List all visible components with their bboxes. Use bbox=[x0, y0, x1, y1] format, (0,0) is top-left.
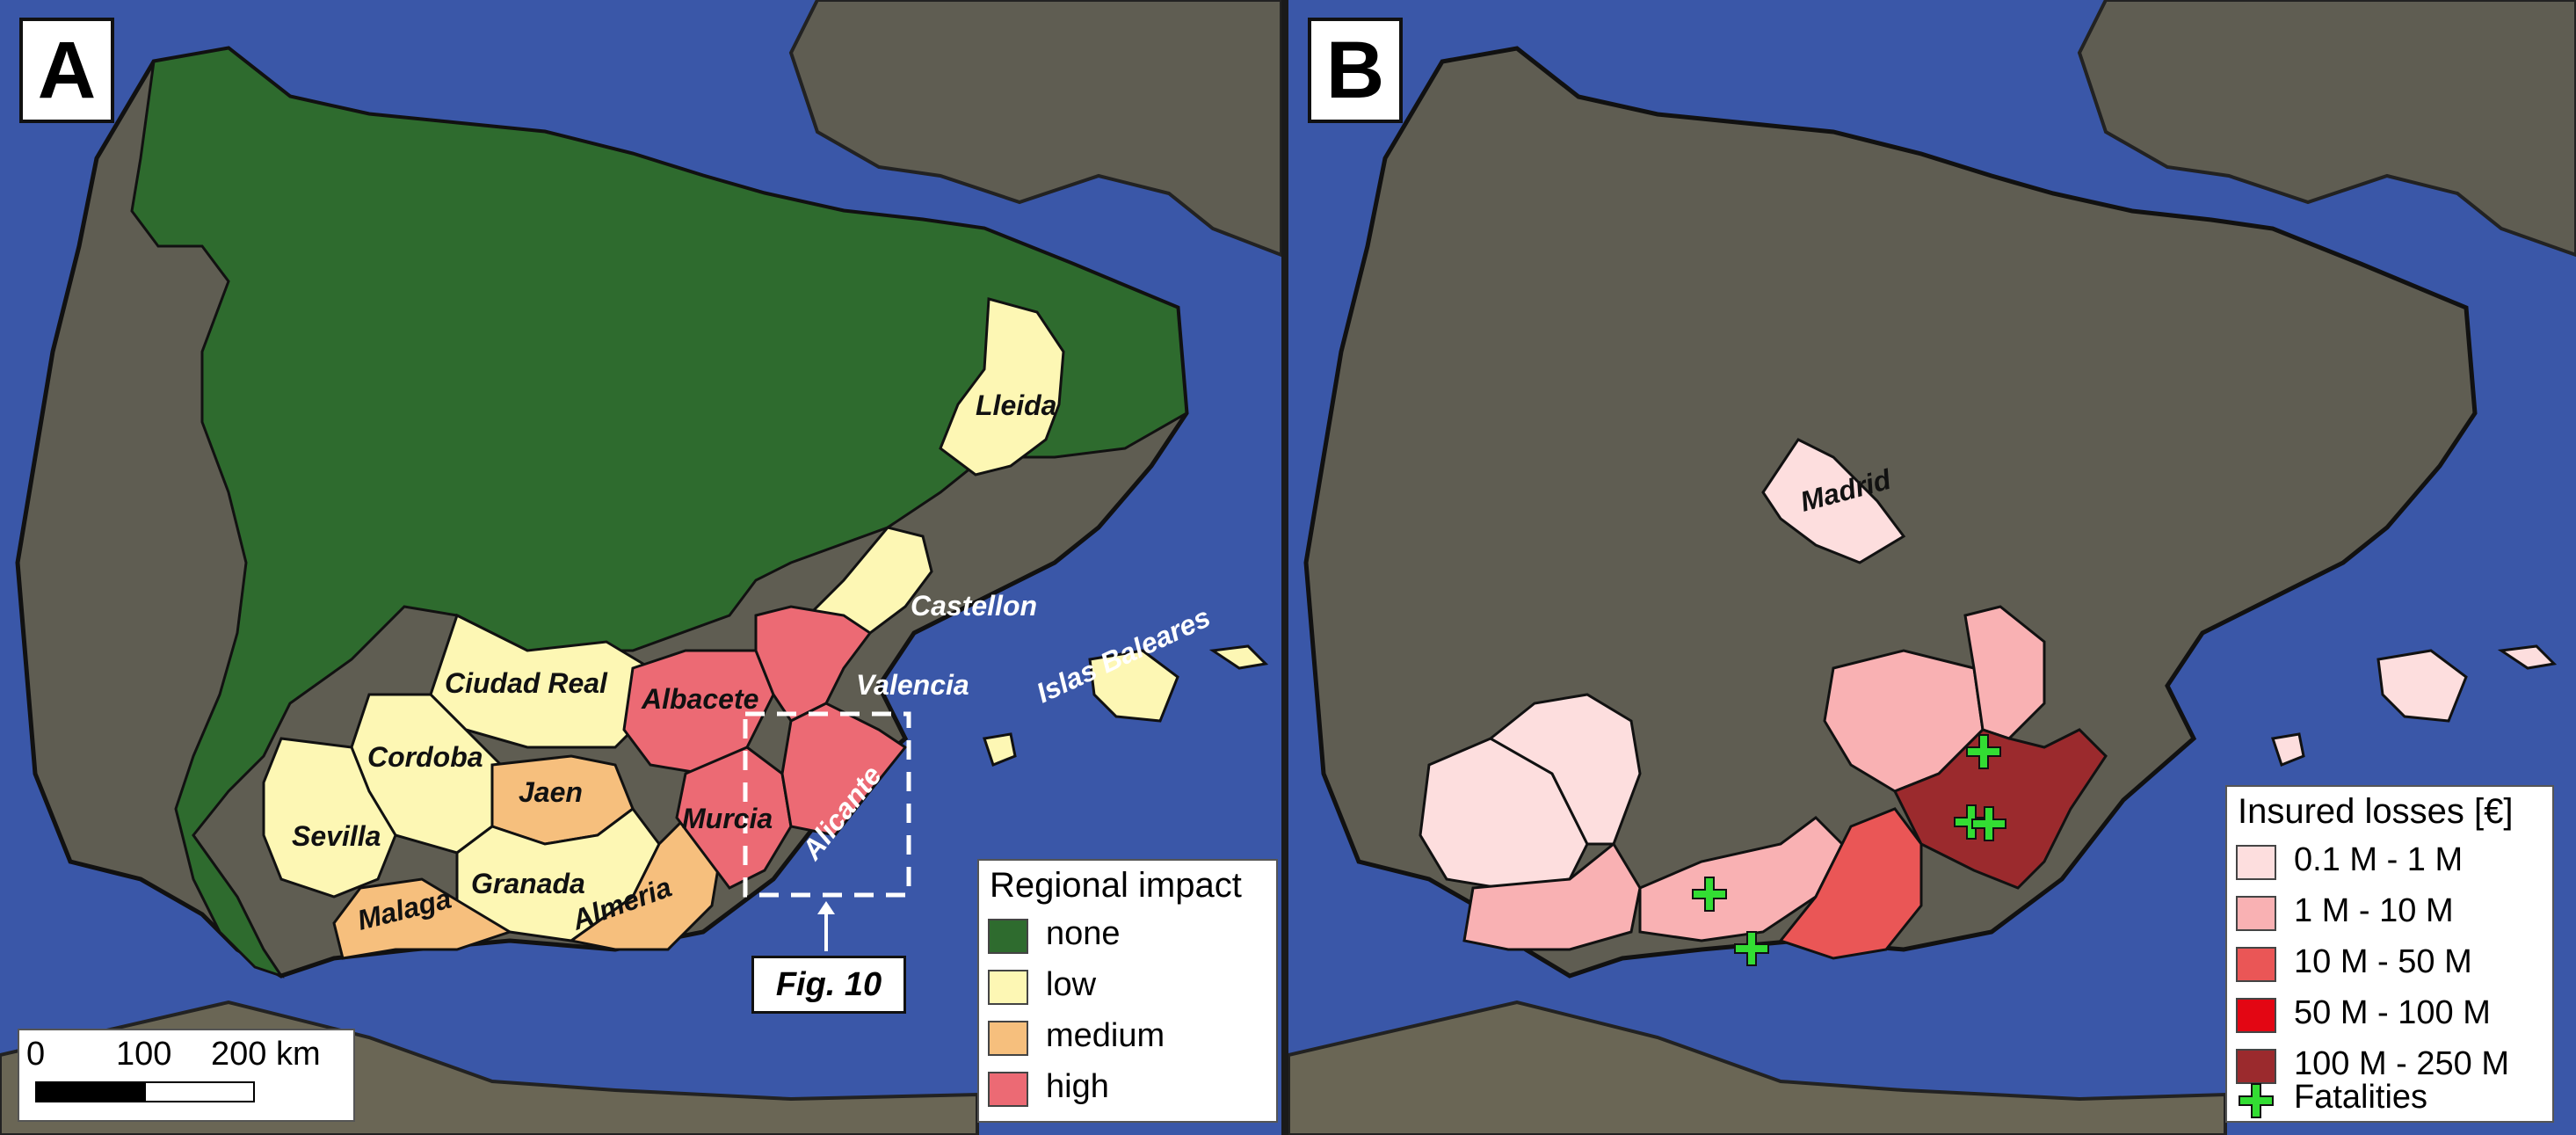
legend-b-swatch-3 bbox=[2236, 998, 2276, 1033]
legend-b-label-3: 50 M - 100 M bbox=[2294, 994, 2491, 1031]
france-land-b bbox=[2077, 0, 2576, 258]
legend-b-label-0: 0.1 M - 1 M bbox=[2294, 841, 2464, 878]
label-jaen: Jaen bbox=[519, 776, 583, 808]
label-murcia: Murcia bbox=[682, 803, 773, 834]
panel-a-map: Lleida Castellon Valencia Ciudad Real Al… bbox=[0, 0, 1281, 1135]
fatality-marker-3 bbox=[1971, 806, 2006, 841]
label-sevilla: Sevilla bbox=[292, 820, 381, 852]
province-valencia bbox=[754, 605, 873, 723]
label-albacete: Albacete bbox=[641, 683, 758, 715]
label-granada: Granada bbox=[471, 868, 585, 899]
scale-tick-0: 0 bbox=[26, 1036, 46, 1073]
fatality-marker-1 bbox=[1966, 734, 2001, 769]
province-sevilla bbox=[262, 737, 397, 899]
fatalities-plus-icon bbox=[2239, 1083, 2274, 1118]
island-menorca bbox=[1208, 644, 1269, 670]
legend-b-label-2: 10 M - 50 M bbox=[2294, 943, 2472, 980]
panel-a-letter: A bbox=[19, 18, 114, 123]
scale-bar-black-segment bbox=[35, 1081, 146, 1102]
province-malaga bbox=[332, 877, 513, 960]
province-lleida bbox=[939, 297, 1065, 477]
legend-b-label-fatalities: Fatalities bbox=[2294, 1079, 2428, 1116]
label-ciudad-real: Ciudad Real bbox=[445, 667, 608, 699]
legend-b-title: Insured losses [€] bbox=[2238, 792, 2514, 831]
label-lleida: Lleida bbox=[976, 389, 1056, 421]
province-almeria bbox=[568, 815, 722, 951]
island-ibiza-b bbox=[2271, 732, 2305, 767]
france-land bbox=[788, 0, 1281, 258]
panel-a-regional-impact-map: Lleida Castellon Valencia Ciudad Real Al… bbox=[0, 0, 1281, 1135]
province-murcia bbox=[675, 746, 793, 890]
legend-insured-losses: Insured losses [€] 0.1 M - 1 M 1 M - 10 … bbox=[2225, 785, 2554, 1123]
scale-bar-white-segment bbox=[144, 1081, 255, 1102]
province-valencia-b bbox=[1963, 605, 2046, 740]
scale-bar: 0 100 200 km bbox=[18, 1029, 355, 1122]
fatality-marker-4 bbox=[1692, 877, 1727, 912]
island-menorca-b bbox=[2497, 644, 2558, 670]
province-malaga-b bbox=[1462, 841, 1642, 951]
legend-b-swatch-0 bbox=[2236, 845, 2276, 880]
legend-a-label-none: none bbox=[1046, 915, 1121, 952]
panel-b-letter: B bbox=[1308, 18, 1403, 123]
fatality-marker-5 bbox=[1734, 931, 1769, 966]
scale-tick-200: 200 km bbox=[211, 1036, 321, 1073]
label-cordoba: Cordoba bbox=[367, 741, 483, 773]
legend-a-label-high: high bbox=[1046, 1068, 1109, 1105]
legend-b-swatch-1 bbox=[2236, 896, 2276, 931]
label-valencia: Valencia bbox=[856, 669, 969, 701]
fig10-dashed-box bbox=[743, 711, 911, 898]
label-castellon: Castellon bbox=[911, 590, 1037, 622]
legend-a-swatch-none bbox=[988, 919, 1028, 954]
province-cordoba-b bbox=[1488, 693, 1642, 846]
island-mallorca-b bbox=[2376, 649, 2468, 723]
legend-a-swatch-medium bbox=[988, 1021, 1028, 1056]
legend-a-title: Regional impact bbox=[990, 866, 1242, 905]
province-madrid-b bbox=[1761, 438, 1906, 564]
province-murcia-alicante-b bbox=[1892, 728, 2108, 890]
legend-b-swatch-4 bbox=[2236, 1049, 2276, 1084]
legend-b-swatch-2 bbox=[2236, 947, 2276, 982]
scale-tick-100: 100 bbox=[116, 1036, 172, 1073]
africa-land-b bbox=[1288, 1000, 2227, 1135]
legend-a-swatch-high bbox=[988, 1072, 1028, 1107]
panel-b-insured-losses-map: Madrid B Insured losses [€] 0.1 M - 1 M … bbox=[1288, 0, 2576, 1135]
legend-b-label-4: 100 M - 250 M bbox=[2294, 1045, 2509, 1082]
province-almeria-b bbox=[1778, 807, 1923, 960]
fig10-arrow-head bbox=[817, 901, 835, 914]
region-none-spain bbox=[130, 47, 1188, 979]
legend-a-swatch-low bbox=[988, 970, 1028, 1005]
legend-regional-impact: Regional impact none low medium high bbox=[977, 859, 1278, 1123]
panel-b-map: Madrid bbox=[1288, 0, 2576, 1135]
legend-b-label-1: 1 M - 10 M bbox=[2294, 892, 2454, 929]
island-ibiza bbox=[983, 732, 1017, 767]
island-mallorca bbox=[1088, 649, 1179, 723]
legend-a-label-low: low bbox=[1046, 966, 1097, 1003]
fig10-callout: Fig. 10 bbox=[751, 956, 906, 1014]
legend-a-label-medium: medium bbox=[1046, 1017, 1165, 1054]
